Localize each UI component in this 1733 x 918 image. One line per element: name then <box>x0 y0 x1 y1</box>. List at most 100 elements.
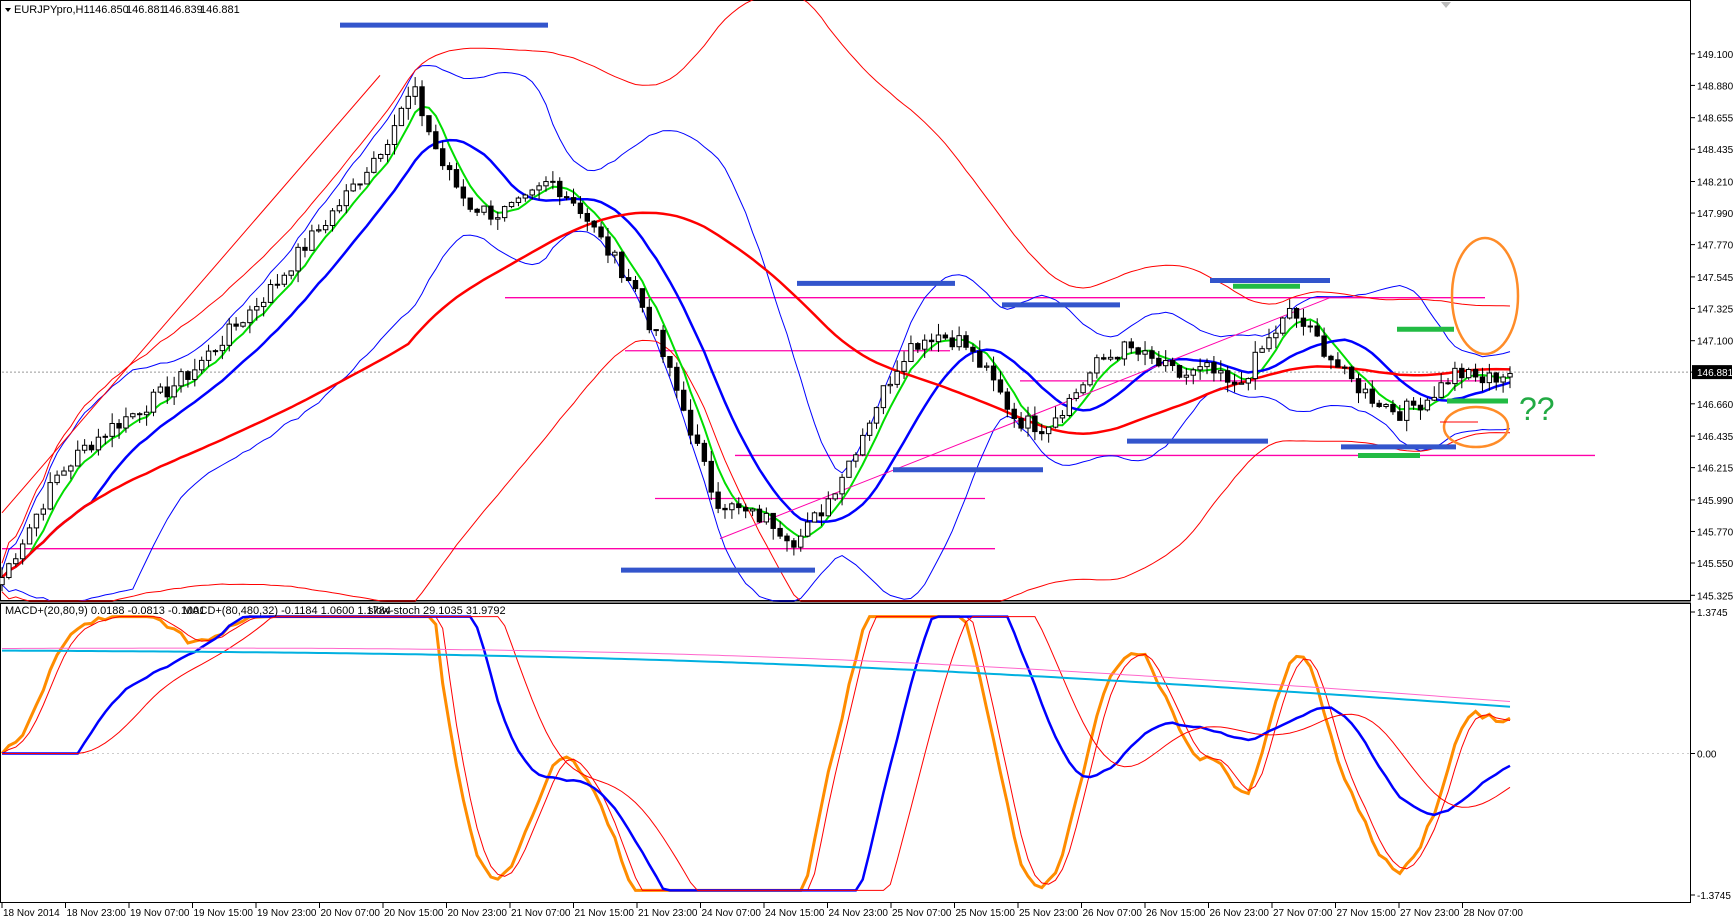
bull-candle <box>983 365 990 368</box>
bull-candle <box>357 183 363 186</box>
bear-candle <box>1149 350 1155 359</box>
bear-candle <box>1479 376 1486 384</box>
bear-candle <box>1390 403 1396 413</box>
bull-candle <box>13 558 19 565</box>
bear-candle <box>302 246 308 251</box>
time-tick-label: 20 Nov 23:00 <box>448 908 508 918</box>
bear-candle <box>997 379 1004 393</box>
bull-candle <box>143 411 150 416</box>
bear-candle <box>970 346 976 352</box>
bear-candle <box>990 365 997 381</box>
indicator-tick-label: 1.3745 <box>1697 608 1728 619</box>
bull-candle <box>75 449 81 467</box>
bull-candle <box>102 435 108 438</box>
bull-candle <box>378 153 384 159</box>
bear-candle <box>88 444 95 451</box>
bull-candle <box>1238 382 1245 385</box>
bear-candle <box>1493 372 1499 383</box>
bull-candle <box>543 181 549 187</box>
bull-candle <box>1507 373 1513 378</box>
bear-candle <box>977 350 983 368</box>
bull-candle <box>26 527 33 545</box>
bear-candle <box>1169 360 1176 367</box>
bull-candle <box>880 385 887 409</box>
bear-candle <box>1355 378 1362 394</box>
price-tick-label: 147.990 <box>1697 209 1733 220</box>
bear-candle <box>1369 388 1375 404</box>
bear-candle <box>680 389 687 411</box>
price-tick-label: 145.990 <box>1697 496 1733 507</box>
scroll-marker-icon[interactable] <box>1441 2 1451 8</box>
bear-candle <box>1114 356 1121 360</box>
bull-candle <box>123 416 129 429</box>
bull-candle <box>501 206 508 219</box>
bull-candle <box>95 436 102 451</box>
bull-candle <box>109 422 115 437</box>
question-annotation: ?? <box>1519 391 1555 427</box>
bull-candle <box>529 189 535 196</box>
bear-candle <box>942 334 949 339</box>
time-tick-label: 21 Nov 07:00 <box>511 908 571 918</box>
bull-candle <box>1163 360 1169 367</box>
bear-candle <box>791 540 797 548</box>
bear-candle <box>625 277 632 282</box>
bull-candle <box>1190 369 1196 376</box>
bull-candle <box>1252 351 1258 380</box>
bull-candle <box>749 508 756 512</box>
bull-candle <box>1307 325 1314 328</box>
bear-candle <box>563 196 570 199</box>
bull-candle <box>219 344 226 352</box>
bull-candle <box>1183 374 1190 378</box>
bear-candle <box>557 180 563 198</box>
bull-candle <box>536 185 542 191</box>
bear-candle <box>736 503 742 509</box>
bull-candle <box>336 205 343 212</box>
time-tick-label: 18 Nov 2014 <box>3 908 60 918</box>
time-tick-label: 26 Nov 23:00 <box>1210 908 1270 918</box>
bull-candle <box>371 157 377 173</box>
bull-candle <box>612 251 618 256</box>
bull-candle <box>1404 400 1410 421</box>
bull-candle <box>157 386 164 393</box>
bull-candle <box>1121 341 1128 360</box>
bull-candle <box>481 205 487 213</box>
price-tick-label: 147.770 <box>1697 241 1733 252</box>
bull-candle <box>1431 396 1437 401</box>
price-tick-label: 148.210 <box>1697 178 1733 189</box>
bear-candle <box>1314 325 1320 337</box>
bollinger-outer-upper <box>1 0 1511 564</box>
macd-slow-signal <box>2 647 1511 702</box>
bull-candle <box>1280 317 1286 334</box>
price-tick-label: 149.100 <box>1697 50 1733 61</box>
bull-candle <box>47 482 53 510</box>
bull-candle <box>364 171 370 185</box>
time-tick-label: 28 Nov 07:00 <box>1464 908 1524 918</box>
ma-fast-line <box>1 105 1511 579</box>
bull-candle <box>1286 307 1293 319</box>
bear-candle <box>687 409 694 436</box>
bull-candle <box>1452 367 1458 385</box>
bear-candle <box>1348 366 1355 380</box>
price-tick-label: 148.880 <box>1697 81 1733 92</box>
price-tick-label: 147.325 <box>1697 304 1733 315</box>
price-tick-label: 146.435 <box>1697 432 1733 443</box>
bull-candle <box>901 361 907 372</box>
bear-candle <box>1335 359 1341 368</box>
bollinger-inner-lower <box>1 230 1511 602</box>
bear-candle <box>1231 381 1238 385</box>
bear-candle <box>722 507 728 511</box>
bull-candle <box>798 535 804 548</box>
time-tick-label: 21 Nov 15:00 <box>575 908 635 918</box>
bull-candle <box>150 391 157 413</box>
current-price-box <box>1692 365 1732 380</box>
bull-candle <box>254 306 260 311</box>
ohlc-close: 146.881 <box>200 4 240 16</box>
bull-candle <box>19 543 26 560</box>
bear-candle <box>1293 307 1300 319</box>
bear-candle <box>605 236 611 256</box>
bear-candle <box>598 226 604 238</box>
time-tick-label: 27 Nov 23:00 <box>1400 908 1460 918</box>
bear-candle <box>467 197 473 210</box>
ohlc-low: 146.839 <box>163 4 203 16</box>
